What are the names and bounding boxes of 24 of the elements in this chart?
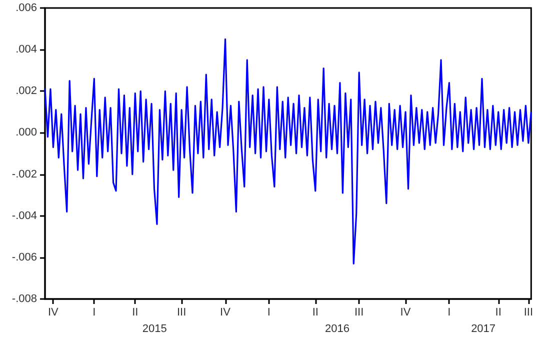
y-tick-label: .000: [16, 126, 37, 139]
x-tick-label: IV: [220, 306, 232, 318]
x-tick-label: III: [524, 306, 533, 318]
text: 2016: [324, 323, 350, 335]
x-tick-label: II: [132, 306, 138, 318]
y-tick-label: .006: [16, 2, 37, 14]
line-series: [44, 38, 532, 264]
text: 2017: [471, 323, 496, 335]
y-tick-label: -.006: [12, 251, 37, 264]
y-tick-label: -.004: [12, 210, 37, 222]
x-tick-label: III: [354, 306, 364, 318]
y-tick-label: -.002: [12, 168, 37, 180]
x-tick-label: III: [176, 306, 186, 318]
x-tick-label: II: [495, 306, 502, 318]
x-tick-label: I: [267, 306, 270, 318]
text: 2015: [142, 323, 167, 335]
x-tick-label: I: [92, 306, 96, 318]
y-tick-label: .002: [16, 85, 37, 98]
x-tick-label: IV: [400, 306, 412, 318]
y-tick-label: -.008: [12, 293, 37, 305]
x-tick-label: IV: [48, 306, 60, 318]
x-tick-label: II: [312, 306, 318, 318]
y-tick-label: .004: [16, 44, 37, 56]
x-tick-label: I: [448, 306, 451, 318]
